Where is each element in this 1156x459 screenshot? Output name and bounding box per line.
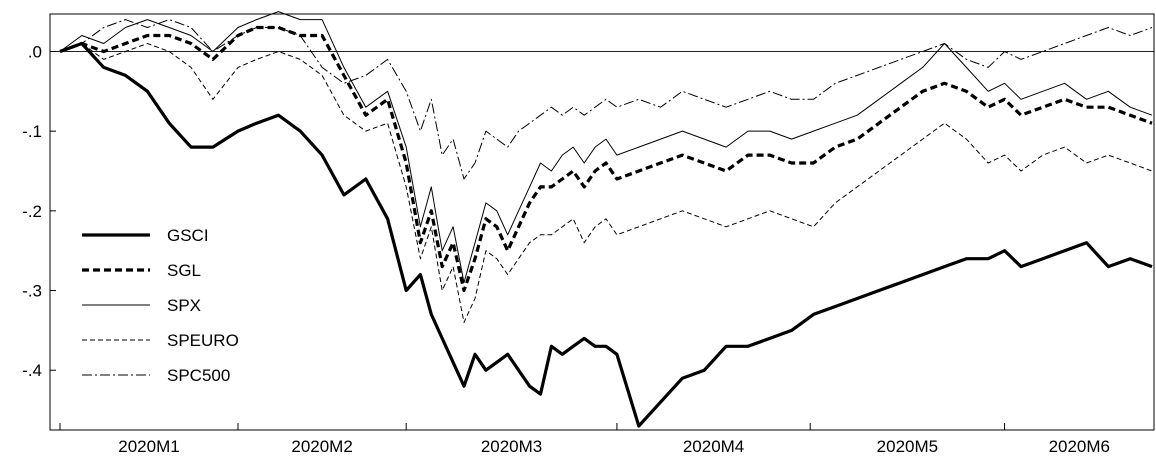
series-line-sgl <box>59 25 1153 293</box>
series-lines <box>59 11 1153 428</box>
x-tick-label: 2020M4 <box>683 437 744 456</box>
legend-label-gsci: GSCI <box>167 226 209 245</box>
legend-label-spc500: SPC500 <box>167 366 230 385</box>
y-tick-label: -.3 <box>22 282 42 301</box>
y-tick-label: -.1 <box>22 122 42 141</box>
legend-label-sgl: SGL <box>167 261 201 280</box>
y-tick-label: -.4 <box>22 361 42 380</box>
y-tick-label: .0 <box>28 42 42 61</box>
series-line-gsci <box>59 41 1153 428</box>
y-tick-label: -.2 <box>22 202 42 221</box>
series-line-speuro <box>59 43 1153 323</box>
x-tick-label: 2020M6 <box>1049 437 1110 456</box>
x-axis-labels: 2020M1 2020M2 2020M3 2020M4 2020M5 2020M6 <box>118 437 1110 456</box>
y-axis-labels: .0 -.1 -.2 -.3 -.4 <box>22 42 42 380</box>
x-tick-label: 2020M1 <box>118 437 179 456</box>
plot-frame <box>49 13 1155 431</box>
legend-label-spx: SPX <box>167 296 201 315</box>
axis-ticks <box>50 50 1006 430</box>
x-tick-label: 2020M2 <box>291 437 352 456</box>
x-tick-label: 2020M3 <box>481 437 542 456</box>
legend: GSCI SGL SPX SPEURO SPC500 <box>82 226 239 385</box>
series-line-spc500 <box>59 19 1153 180</box>
series-line-spx <box>59 11 1153 284</box>
legend-label-speuro: SPEURO <box>167 331 239 350</box>
x-tick-label: 2020M5 <box>877 437 938 456</box>
